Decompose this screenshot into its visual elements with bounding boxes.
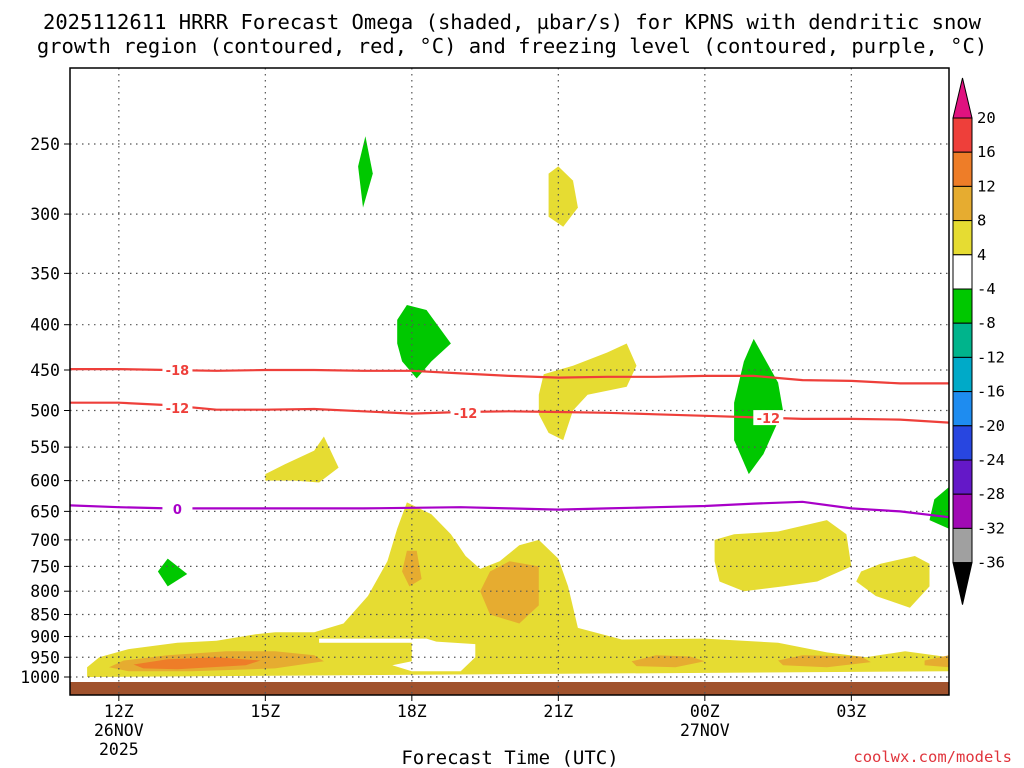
xtick-label-21Z: 21Z bbox=[543, 702, 573, 721]
colorbar-box-3 bbox=[952, 185, 973, 222]
colorbar-label-1: 16 bbox=[977, 143, 996, 161]
colorbar: 20 16 12 8 4 -4 -8 -12 -16 -20 -24 -28 -32 -36 bbox=[952, 77, 1005, 605]
axes: 250 300 350 400 450 500 550 600 650 700 750 800 850 9… bbox=[20, 135, 866, 759]
chart-title-line-1: 2025112611 HRRR Forecast Omega (shaded, … bbox=[43, 10, 982, 34]
terrain-bar-group bbox=[70, 682, 949, 695]
shade-orange-cell-01z bbox=[778, 655, 871, 668]
contour-label-bg-dgz_-12-2 bbox=[753, 410, 784, 426]
plot-frame bbox=[69, 67, 950, 696]
colorbar-box-11 bbox=[952, 459, 973, 495]
colorbar-label-5: -4 bbox=[977, 280, 996, 298]
colorbar-box-7 bbox=[952, 322, 973, 358]
chart-title-line-2: growth region (contoured, red, °C) and f… bbox=[37, 34, 987, 58]
ytick-label-850: 850 bbox=[30, 606, 60, 625]
colorbar-label-9: -20 bbox=[977, 417, 1005, 435]
ytick-label-900: 900 bbox=[30, 627, 60, 646]
xtick-label-12Z: 12Z bbox=[104, 702, 134, 721]
shade-green-17z-top bbox=[358, 136, 373, 208]
colorbar-box-1 bbox=[952, 117, 973, 153]
colorbar-label-3: 8 bbox=[977, 212, 986, 230]
contour-label-dgz_-12-0: -12 bbox=[166, 402, 190, 417]
ytick-label-600: 600 bbox=[30, 472, 60, 491]
ytick-label-1000: 1000 bbox=[20, 668, 60, 687]
grid-lines bbox=[70, 68, 949, 695]
contour-freezing_0 bbox=[70, 500, 949, 519]
colorbar-box-5 bbox=[952, 254, 973, 290]
xtick-date-12Z: 26NOV bbox=[94, 721, 144, 740]
shade-orange-cell-18z-mid bbox=[402, 550, 422, 587]
colorbar-label-8: -16 bbox=[977, 383, 1005, 401]
colorbar-top-arrow bbox=[952, 77, 973, 119]
colorbar-box-8 bbox=[952, 356, 973, 393]
shade-green-04z-edge bbox=[929, 487, 949, 529]
ytick-label-700: 700 bbox=[30, 531, 60, 550]
terrain-bar bbox=[70, 682, 949, 695]
colorbar-label-12: -32 bbox=[977, 519, 1005, 537]
xtick-year-12Z: 2025 bbox=[99, 740, 139, 759]
shade-yellow-15z bbox=[265, 436, 339, 483]
shade-yellow-04z bbox=[856, 556, 930, 608]
ytick-label-800: 800 bbox=[30, 582, 60, 601]
colorbar-box-6 bbox=[952, 288, 973, 324]
shade-yellow-01z-block bbox=[714, 520, 852, 592]
colorbar-box-9 bbox=[952, 391, 973, 427]
ytick-label-750: 750 bbox=[30, 557, 60, 576]
ytick-label-400: 400 bbox=[30, 316, 60, 335]
shade-yellow-21z-top bbox=[548, 166, 578, 227]
contour-label-dgz_-18-0: -18 bbox=[166, 364, 190, 379]
contour-label-bg-dgz_-12-0 bbox=[162, 400, 193, 416]
colorbar-label-2: 12 bbox=[977, 177, 996, 195]
xtick-label-15Z: 15Z bbox=[250, 702, 280, 721]
colorbar-label-4: 4 bbox=[977, 246, 986, 264]
xtick-label-18Z: 18Z bbox=[397, 702, 427, 721]
shade-orange-cell-04z bbox=[924, 655, 949, 668]
ytick-label-250: 250 bbox=[30, 135, 60, 154]
contour-label-bg-dgz_-12-1 bbox=[450, 404, 481, 420]
contour-label-bg-dgz_-18-0 bbox=[162, 361, 193, 377]
omega-shaded-regions bbox=[87, 136, 949, 677]
contour-dgz_-12 bbox=[70, 401, 949, 424]
ytick-label-950: 950 bbox=[30, 648, 60, 667]
colorbar-box-12 bbox=[952, 493, 973, 529]
credit-link[interactable]: coolwx.com/models bbox=[853, 748, 1012, 766]
colorbar-label-0: 20 bbox=[977, 109, 996, 127]
shade-orange-cell-20z bbox=[480, 561, 539, 624]
contour-lines: -18 -12 -12 -12 0 bbox=[70, 361, 949, 519]
xtick-label-03Z: 03Z bbox=[836, 702, 866, 721]
ytick-label-550: 550 bbox=[30, 438, 60, 457]
colorbar-box-10 bbox=[952, 425, 973, 461]
ytick-label-450: 450 bbox=[30, 361, 60, 380]
ytick-label-650: 650 bbox=[30, 502, 60, 521]
shade-green-01z bbox=[734, 338, 783, 475]
colorbar-bottom-arrow bbox=[952, 562, 973, 605]
shade-green-17z-mid bbox=[397, 305, 451, 379]
colorbar-label-11: -28 bbox=[977, 485, 1005, 503]
shade-orange-cell-22z bbox=[631, 655, 705, 668]
contour-dgz_-18 bbox=[70, 368, 949, 385]
ytick-label-500: 500 bbox=[30, 402, 60, 421]
shade-green-13z bbox=[157, 558, 188, 587]
ytick-label-350: 350 bbox=[30, 264, 60, 283]
xtick-date-00Z: 27NOV bbox=[680, 721, 730, 740]
colorbar-label-7: -12 bbox=[977, 348, 1005, 366]
colorbar-box-13 bbox=[952, 527, 973, 564]
contour-label-freezing_0-0: 0 bbox=[173, 503, 182, 518]
contour-label-dgz_-12-2: -12 bbox=[757, 412, 781, 427]
colorbar-box-4 bbox=[952, 220, 973, 256]
shade-low-level-darkorange bbox=[133, 657, 261, 670]
x-axis-label: Forecast Time (UTC) bbox=[401, 747, 618, 768]
contour-label-bg-freezing_0-0 bbox=[162, 501, 193, 516]
colorbar-label-10: -24 bbox=[977, 451, 1005, 469]
colorbar-label-6: -8 bbox=[977, 314, 996, 332]
contour-label-dgz_-12-1: -12 bbox=[454, 407, 478, 422]
colorbar-box-2 bbox=[952, 151, 973, 187]
shade-gap-18z bbox=[319, 638, 476, 672]
shade-yellow-21z-upper bbox=[538, 343, 637, 441]
ytick-label-300: 300 bbox=[30, 205, 60, 224]
xtick-label-00Z: 00Z bbox=[690, 702, 720, 721]
colorbar-label-13: -36 bbox=[977, 554, 1005, 572]
